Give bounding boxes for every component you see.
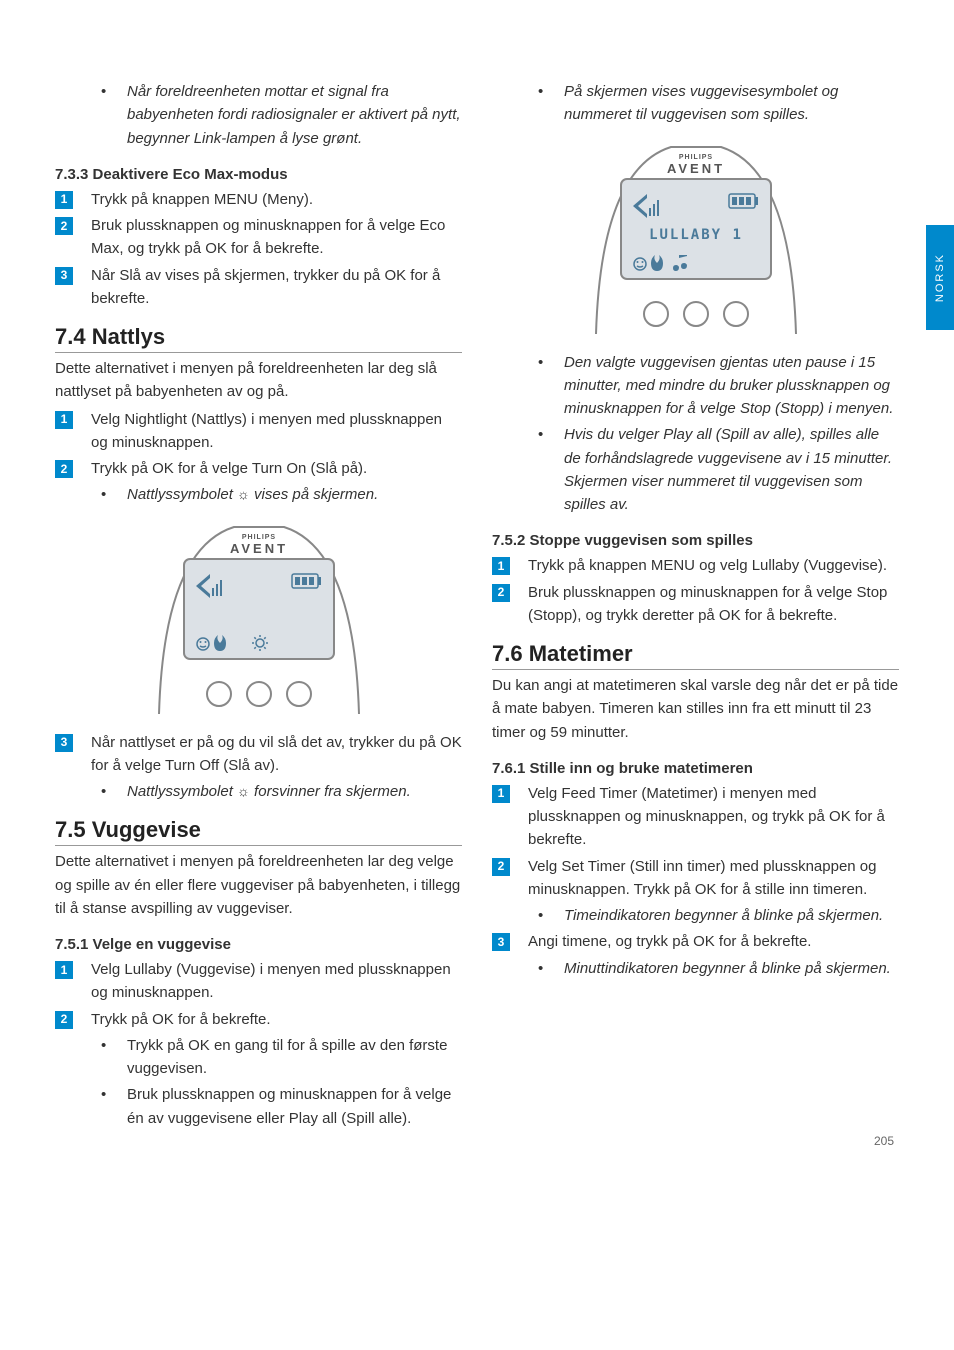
sun-icon: ☼ <box>237 783 250 799</box>
note-text: Timeindikatoren begynner å blinke på skj… <box>492 904 899 927</box>
step: 2 Bruk plussknappen og minusknappen for … <box>55 214 462 261</box>
step: 2Trykk på OK for å velge Turn On (Slå på… <box>55 457 462 480</box>
step: 2Bruk plussknappen og minusknappen for å… <box>492 581 899 628</box>
page-number: 205 <box>874 1134 894 1148</box>
heading-761: 7.6.1 Stille inn og bruke matetimeren <box>492 760 899 777</box>
note-text: Hvis du velger Play all (Spill av alle),… <box>492 423 899 516</box>
step: 1Velg Lullaby (Vuggevise) i menyen med p… <box>55 958 462 1005</box>
step: 3Angi timene, og trykk på OK for å bekre… <box>492 930 899 953</box>
intro-75: Dette alternativet i menyen på foreldree… <box>55 850 462 920</box>
sub-bullet: Trykk på OK en gang til for å spille av … <box>55 1034 462 1081</box>
sub-bullet: Bruk plussknappen og minusknappen for å … <box>55 1083 462 1130</box>
heading-751: 7.5.1 Velge en vuggevise <box>55 936 462 953</box>
svg-text:AVENT: AVENT <box>229 541 287 556</box>
svg-text:PHILIPS: PHILIPS <box>678 154 712 161</box>
device-illustration-nightlight: PHILIPS AVENT <box>114 519 404 719</box>
step: 1Velg Nightlight (Nattlys) i menyen med … <box>55 408 462 455</box>
svg-text:PHILIPS: PHILIPS <box>241 534 275 541</box>
heading-74: 7.4 Nattlys <box>55 324 462 353</box>
lcd-text: LULLABY 1 <box>649 227 743 243</box>
step: 1Velg Feed Timer (Matetimer) i menyen me… <box>492 782 899 852</box>
note-text: På skjermen vises vuggevisesymbolet og n… <box>492 80 899 127</box>
heading-733: 7.3.3 Deaktivere Eco Max-modus <box>55 166 462 183</box>
note-text: Den valgte vuggevisen gjentas uten pause… <box>492 351 899 421</box>
device-illustration-lullaby: LULLABY 1 PHILIPS AVENT <box>551 139 841 339</box>
note-text: Nattlyssymbolet ☼ vises på skjermen. <box>55 483 462 506</box>
sun-icon: ☼ <box>237 486 250 502</box>
step: 1Trykk på knappen MENU (Meny). <box>55 188 462 211</box>
right-column: På skjermen vises vuggevisesymbolet og n… <box>492 80 899 1133</box>
heading-75: 7.5 Vuggevise <box>55 817 462 846</box>
intro-74: Dette alternativet i menyen på foreldree… <box>55 357 462 404</box>
heading-752: 7.5.2 Stoppe vuggevisen som spilles <box>492 532 899 549</box>
note-text: Minuttindikatoren begynner å blinke på s… <box>492 957 899 980</box>
svg-text:AVENT: AVENT <box>666 161 724 176</box>
note-text: Nattlyssymbolet ☼ forsvinner fra skjerme… <box>55 780 462 803</box>
step: 2Trykk på OK for å bekrefte. <box>55 1008 462 1031</box>
language-tab: NORSK <box>926 225 954 330</box>
left-column: Når foreldreenheten mottar et signal fra… <box>55 80 462 1133</box>
heading-76: 7.6 Matetimer <box>492 641 899 670</box>
step: 3Når nattlyset er på og du vil slå det a… <box>55 731 462 778</box>
note-text: Når foreldreenheten mottar et signal fra… <box>55 80 462 150</box>
step: 1Trykk på knappen MENU og velg Lullaby (… <box>492 554 899 577</box>
step: 3 Når Slå av vises på skjermen, trykker … <box>55 264 462 311</box>
intro-76: Du kan angi at matetimeren skal varsle d… <box>492 674 899 744</box>
language-tab-label: NORSK <box>934 253 946 302</box>
page-body: Når foreldreenheten mottar et signal fra… <box>0 0 954 1183</box>
step: 2Velg Set Timer (Still inn timer) med pl… <box>492 855 899 902</box>
